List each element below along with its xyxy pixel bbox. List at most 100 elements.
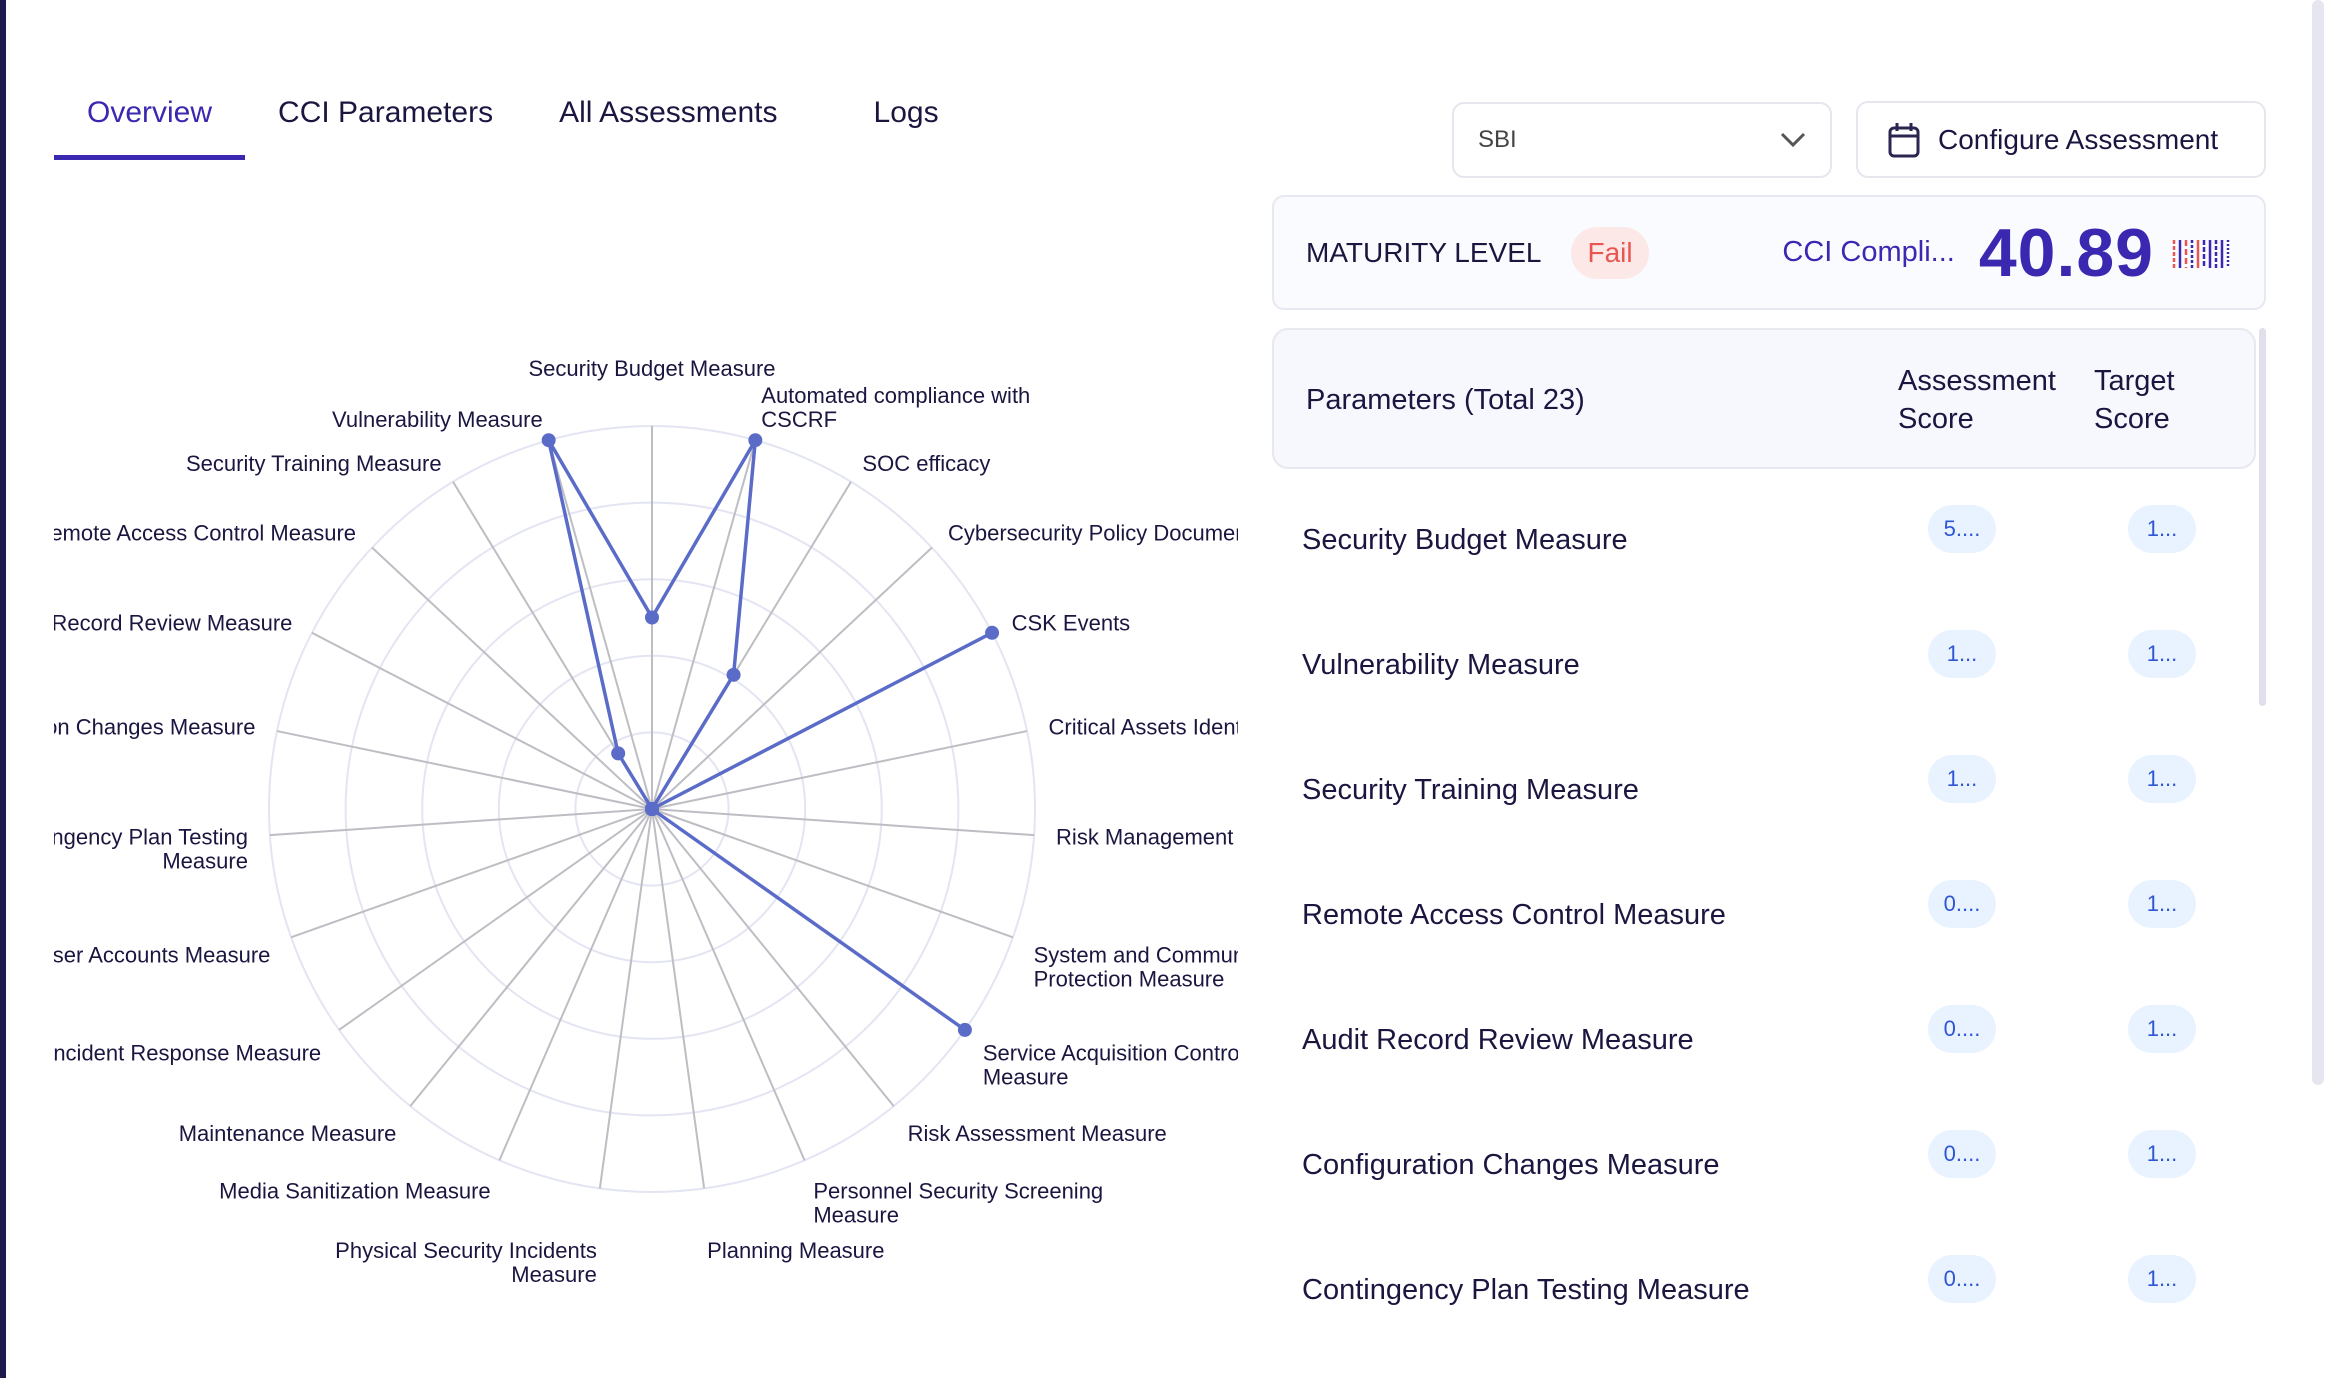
axis-label: Remote Access Control Measure — [54, 521, 356, 546]
table-row[interactable]: Contingency Plan Testing Measure 0.... 1..… — [1272, 1219, 2256, 1344]
axis-line — [276, 730, 653, 810]
axis-label: SOC efficacy — [862, 451, 990, 476]
axis-label: Security Budget Measure — [528, 356, 775, 381]
tab-cci-parameters[interactable]: CCI Parameters — [278, 96, 494, 129]
axis-line — [409, 808, 653, 1107]
parameters-scrollbar[interactable] — [2259, 328, 2266, 706]
axis-label: System and CommunicationsProtection Meas… — [1034, 943, 1238, 992]
axis-label: Risk Assessment Measure — [908, 1121, 1167, 1146]
axis-line — [311, 631, 653, 810]
page-scrollbar[interactable] — [2312, 0, 2324, 1085]
axis-line — [338, 808, 653, 1031]
assessment-score: 0.... — [1928, 1255, 1996, 1303]
axis-line — [651, 808, 1014, 939]
axis-label: Security Training Measure — [186, 451, 442, 476]
left-sidebar-edge — [0, 0, 6, 1378]
parameter-name: Security Training Measure — [1302, 774, 1639, 806]
table-row[interactable]: Configuration Changes Measure 0.... 1... — [1272, 1094, 2256, 1219]
cci-compliance-label: CCI Compli... — [1782, 236, 1955, 268]
assessment-score: 0.... — [1928, 1005, 1996, 1053]
data-point — [985, 625, 1000, 640]
axis-label: CSK Events — [1012, 611, 1131, 636]
parameter-name: Security Budget Measure — [1302, 524, 1628, 556]
header-line: Score — [1898, 403, 1974, 435]
table-row[interactable]: Audit Record Review Measure 0.... 1... — [1272, 969, 2256, 1094]
target-score: 1... — [2128, 755, 2196, 803]
tab-overview[interactable]: Overview — [54, 96, 246, 160]
tab-bar: Overview CCI Parameters All Assessments … — [54, 96, 972, 160]
series-line — [546, 438, 994, 1032]
data-point — [726, 667, 741, 682]
axis-line — [651, 808, 806, 1161]
data-point — [611, 746, 626, 761]
data-point — [645, 802, 659, 816]
target-score: 1... — [2128, 630, 2196, 678]
axis-line — [651, 808, 895, 1107]
assessment-score: 0.... — [1928, 1130, 1996, 1178]
configure-assessment-button[interactable]: Configure Assessment — [1856, 101, 2266, 178]
tab-logs[interactable]: Logs — [873, 96, 939, 129]
parameter-name: Remote Access Control Measure — [1302, 899, 1726, 931]
axis-label: Media Sanitization Measure — [219, 1178, 490, 1203]
assessment-score: 5.... — [1928, 505, 1996, 553]
axis-line — [651, 439, 757, 810]
target-score-header: Target Score — [2094, 362, 2175, 438]
axis-line — [290, 808, 653, 939]
table-row[interactable]: Security Budget Measure 5.... 1... — [1272, 469, 2256, 594]
maturity-card: MATURITY LEVEL Fail CCI Compli... 40.89 — [1272, 195, 2266, 310]
axis-label: Physical Security Incidents Measure — [335, 1238, 597, 1287]
target-score: 1... — [2128, 1255, 2196, 1303]
axis-label: Risk Management — [1056, 825, 1233, 850]
axis-label: Configuration Changes Measure — [54, 715, 255, 740]
table-row[interactable]: Vulnerability Measure 1... 1... — [1272, 594, 2256, 719]
axis-label: Cybersecurity Policy Document — [948, 521, 1238, 546]
axis-line — [498, 808, 653, 1161]
configure-assessment-label: Configure Assessment — [1938, 123, 2219, 155]
chevron-down-icon — [1780, 132, 1806, 148]
parameter-name: Configuration Changes Measure — [1302, 1149, 1720, 1181]
parameter-name: Audit Record Review Measure — [1302, 1024, 1694, 1056]
assessment-score: 0.... — [1928, 880, 1996, 928]
radar-chart: Security Budget Measure Automated complia… — [54, 330, 1238, 1330]
data-point — [957, 1022, 972, 1037]
axis-label: Critical Assets Identification — [1049, 715, 1238, 740]
axis-line — [598, 808, 653, 1189]
target-score: 1... — [2128, 1130, 2196, 1178]
target-score: 1... — [2128, 880, 2196, 928]
table-row[interactable]: Security Training Measure 1... 1... — [1272, 719, 2256, 844]
maturity-level-label: MATURITY LEVEL — [1306, 236, 1542, 268]
axis-line — [651, 546, 933, 810]
parameters-header: Parameters (Total 23) Assessment Score Ta… — [1272, 328, 2256, 469]
axis-line — [547, 439, 653, 810]
axis-label: Planning Measure — [707, 1238, 884, 1263]
axis-label: Service Acquisition Control Measure — [983, 1041, 1238, 1090]
axis-line — [651, 808, 1035, 837]
data-point — [748, 433, 763, 448]
select-value: SBI — [1478, 126, 1517, 153]
axis-label: Automated compliance with CSCRF — [761, 383, 1030, 432]
assessment-score: 1... — [1928, 630, 1996, 678]
table-row[interactable]: Remote Access Control Measure 0.... 1... — [1272, 844, 2256, 969]
axis-line — [269, 808, 653, 837]
header-line: Score — [2094, 403, 2170, 435]
axis-label: Personnel Security Screening Measure — [813, 1178, 1103, 1227]
assessment-score-header: Assessment Score — [1898, 362, 2056, 438]
header-line: Target — [2094, 365, 2175, 397]
target-score: 1... — [2128, 1005, 2196, 1053]
data-point — [541, 433, 556, 448]
assessment-score: 1... — [1928, 755, 1996, 803]
status-badge: Fail — [1571, 226, 1649, 279]
axis-line — [651, 730, 1028, 810]
axis-label: User Accounts Measure — [54, 943, 270, 968]
target-score: 1... — [2128, 505, 2196, 553]
data-point — [645, 610, 659, 625]
parameter-name: Vulnerability Measure — [1302, 649, 1580, 681]
axis-label: Maintenance Measure — [179, 1121, 397, 1146]
organization-select[interactable]: SBI — [1452, 102, 1832, 178]
calendar-icon — [1888, 122, 1920, 157]
tab-all-assessments[interactable]: All Assessments — [559, 96, 778, 129]
axis-label: Audit Record Review Measure — [54, 611, 292, 636]
axis-line — [651, 808, 706, 1189]
